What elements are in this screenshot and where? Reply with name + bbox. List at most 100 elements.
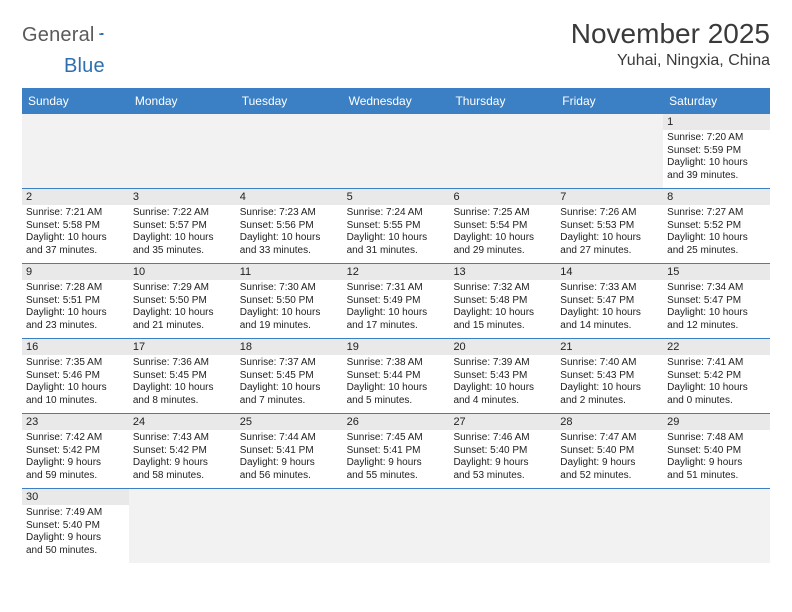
day-number: 6 <box>449 189 556 205</box>
day-number <box>449 489 556 505</box>
daylight-line1: Daylight: 10 hours <box>667 307 766 320</box>
daylight-line1: Daylight: 10 hours <box>240 382 339 395</box>
week-row: Sunrise: 7:42 AMSunset: 5:42 PMDaylight:… <box>22 430 770 489</box>
daynum-row: 9101112131415 <box>22 264 770 280</box>
weekday-label: Monday <box>129 88 236 114</box>
empty-cell <box>663 505 770 563</box>
week-row: Sunrise: 7:21 AMSunset: 5:58 PMDaylight:… <box>22 205 770 264</box>
logo: General <box>22 24 125 47</box>
location: Yuhai, Ningxia, China <box>571 52 770 70</box>
day-cell: Sunrise: 7:41 AMSunset: 5:42 PMDaylight:… <box>663 355 770 413</box>
day-cell: Sunrise: 7:23 AMSunset: 5:56 PMDaylight:… <box>236 205 343 263</box>
daylight-line2: and 56 minutes. <box>240 470 339 483</box>
daynum-row: 2345678 <box>22 189 770 205</box>
day-number: 26 <box>343 414 450 430</box>
week: 2345678Sunrise: 7:21 AMSunset: 5:58 PMDa… <box>22 189 770 264</box>
sunset: Sunset: 5:59 PM <box>667 145 766 158</box>
sunset: Sunset: 5:40 PM <box>26 520 125 533</box>
daylight-line1: Daylight: 10 hours <box>560 307 659 320</box>
empty-cell <box>236 130 343 188</box>
week-row: Sunrise: 7:35 AMSunset: 5:46 PM Daylight:… <box>22 355 770 414</box>
day-number <box>449 114 556 130</box>
day-number: 19 <box>343 339 450 355</box>
daylight-line2: and 59 minutes. <box>26 470 125 483</box>
daylight-line2: and 17 minutes. <box>347 320 446 333</box>
empty-cell <box>556 130 663 188</box>
sunset: Sunset: 5:40 PM <box>667 445 766 458</box>
day-number: 17 <box>129 339 236 355</box>
sunset: Sunset: 5:46 PM <box>26 370 125 383</box>
sunset: Sunset: 5:51 PM <box>26 295 125 308</box>
sunrise: Sunrise: 7:44 AM <box>240 432 339 445</box>
day-number: 4 <box>236 189 343 205</box>
daynum-row: 23242526272829 <box>22 414 770 430</box>
weekday-label: Friday <box>556 88 663 114</box>
sunset: Sunset: 5:55 PM <box>347 220 446 233</box>
daylight-line2: and 29 minutes. <box>453 245 552 258</box>
day-number: 11 <box>236 264 343 280</box>
week: 30Sunrise: 7:49 AMSunset: 5:40 PMDayligh… <box>22 489 770 563</box>
weeks-container: 1Sunrise: 7:20 AMSunset: 5:59 PMDaylight… <box>22 114 770 563</box>
sunset: Sunset: 5:45 PM <box>133 370 232 383</box>
sunset: Sunset: 5:45 PM <box>240 370 339 383</box>
day-cell: Sunrise: 7:35 AMSunset: 5:46 PMDaylight:… <box>22 355 129 413</box>
daylight-line1: Daylight: 10 hours <box>453 307 552 320</box>
sunset: Sunset: 5:50 PM <box>240 295 339 308</box>
sunrise: Sunrise: 7:33 AM <box>560 282 659 295</box>
day-number: 30 <box>22 489 129 505</box>
day-cell: Sunrise: 7:49 AMSunset: 5:40 PMDaylight:… <box>22 505 129 563</box>
day-cell: Sunrise: 7:39 AMSunset: 5:43 PMDaylight:… <box>449 355 556 413</box>
daylight-line2: and 21 minutes. <box>133 320 232 333</box>
logo-word2: Blue <box>64 55 105 77</box>
daylight-line2: and 19 minutes. <box>240 320 339 333</box>
sunrise: Sunrise: 7:35 AM <box>26 357 125 370</box>
day-number <box>236 114 343 130</box>
sunset: Sunset: 5:43 PM <box>560 370 659 383</box>
day-cell: Sunrise: 7:29 AMSunset: 5:50 PMDaylight:… <box>129 280 236 338</box>
sunrise: Sunrise: 7:40 AM <box>560 357 659 370</box>
sunset: Sunset: 5:43 PM <box>453 370 552 383</box>
daylight-line2: and 14 minutes. <box>560 320 659 333</box>
day-number: 5 <box>343 189 450 205</box>
sunset: Sunset: 5:54 PM <box>453 220 552 233</box>
day-cell: Sunrise: 7:22 AMSunset: 5:57 PMDaylight:… <box>129 205 236 263</box>
sunrise: Sunrise: 7:22 AM <box>133 207 232 220</box>
daylight-line1: Daylight: 9 hours <box>26 532 125 545</box>
day-number: 12 <box>343 264 450 280</box>
day-number <box>236 489 343 505</box>
empty-cell <box>556 505 663 563</box>
empty-cell <box>343 130 450 188</box>
day-number <box>129 114 236 130</box>
month-title: November 2025 <box>571 18 770 50</box>
empty-cell <box>343 505 450 563</box>
day-cell: Sunrise: 7:34 AMSunset: 5:47 PMDaylight:… <box>663 280 770 338</box>
sunset: Sunset: 5:44 PM <box>347 370 446 383</box>
day-number: 16 <box>22 339 129 355</box>
calendar: Sunday Monday Tuesday Wednesday Thursday… <box>22 88 770 563</box>
daylight-line1: Daylight: 9 hours <box>453 457 552 470</box>
sunrise: Sunrise: 7:39 AM <box>453 357 552 370</box>
empty-cell <box>236 505 343 563</box>
daylight-line2: and 12 minutes. <box>667 320 766 333</box>
daylight-line2: and 0 minutes. <box>667 395 766 408</box>
sunrise: Sunrise: 7:20 AM <box>667 132 766 145</box>
day-cell: Sunrise: 7:30 AMSunset: 5:50 PMDaylight:… <box>236 280 343 338</box>
daylight-line2: and 5 minutes. <box>347 395 446 408</box>
sunset: Sunset: 5:50 PM <box>133 295 232 308</box>
empty-cell <box>129 505 236 563</box>
day-number <box>343 489 450 505</box>
day-cell: Sunrise: 7:31 AMSunset: 5:49 PMDaylight:… <box>343 280 450 338</box>
day-number: 21 <box>556 339 663 355</box>
daylight-line1: Daylight: 10 hours <box>26 232 125 245</box>
title-block: November 2025 Yuhai, Ningxia, China <box>571 18 770 70</box>
sunrise: Sunrise: 7:36 AM <box>133 357 232 370</box>
week: 9101112131415Sunrise: 7:28 AMSunset: 5:5… <box>22 264 770 339</box>
sunrise: Sunrise: 7:48 AM <box>667 432 766 445</box>
week-row: Sunrise: 7:20 AMSunset: 5:59 PMDaylight:… <box>22 130 770 189</box>
empty-cell <box>129 130 236 188</box>
daylight-line1: Daylight: 10 hours <box>240 232 339 245</box>
sunset: Sunset: 5:56 PM <box>240 220 339 233</box>
sunrise: Sunrise: 7:32 AM <box>453 282 552 295</box>
daylight-line2: and 52 minutes. <box>560 470 659 483</box>
sunrise: Sunrise: 7:41 AM <box>667 357 766 370</box>
